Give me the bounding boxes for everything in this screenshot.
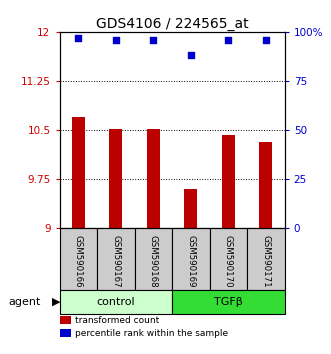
Bar (172, 290, 285, 314)
Text: control: control (97, 297, 135, 307)
Point (226, 37, 231, 42)
Bar (135, 228, 172, 290)
Bar (60, 228, 97, 290)
Bar (60, 316, 71, 324)
Bar (222, 135, 235, 228)
Bar (210, 228, 247, 290)
Text: GSM590171: GSM590171 (261, 235, 270, 287)
Text: TGFβ: TGFβ (214, 297, 243, 307)
Bar (60, 329, 71, 337)
Bar (172, 228, 210, 290)
Text: GSM590169: GSM590169 (186, 235, 195, 287)
Text: GSM590167: GSM590167 (111, 235, 120, 287)
Bar (259, 142, 272, 228)
Text: percentile rank within the sample: percentile rank within the sample (75, 329, 228, 338)
Point (188, 53, 194, 58)
Text: agent: agent (9, 297, 41, 307)
Point (76, 35, 81, 41)
Title: GDS4106 / 224565_at: GDS4106 / 224565_at (96, 17, 249, 31)
Bar (72, 117, 85, 228)
Bar (147, 129, 160, 228)
Text: GSM590166: GSM590166 (74, 235, 83, 287)
Bar (109, 129, 122, 228)
Bar (247, 228, 285, 290)
Bar (97, 228, 135, 290)
Point (151, 37, 156, 42)
Bar (60, 290, 172, 314)
Text: GSM590168: GSM590168 (149, 235, 158, 287)
Bar (184, 189, 197, 228)
Text: ▶: ▶ (52, 297, 61, 307)
Point (113, 37, 118, 42)
Text: GSM590170: GSM590170 (224, 235, 233, 287)
Text: transformed count: transformed count (75, 316, 160, 325)
Point (263, 37, 268, 42)
